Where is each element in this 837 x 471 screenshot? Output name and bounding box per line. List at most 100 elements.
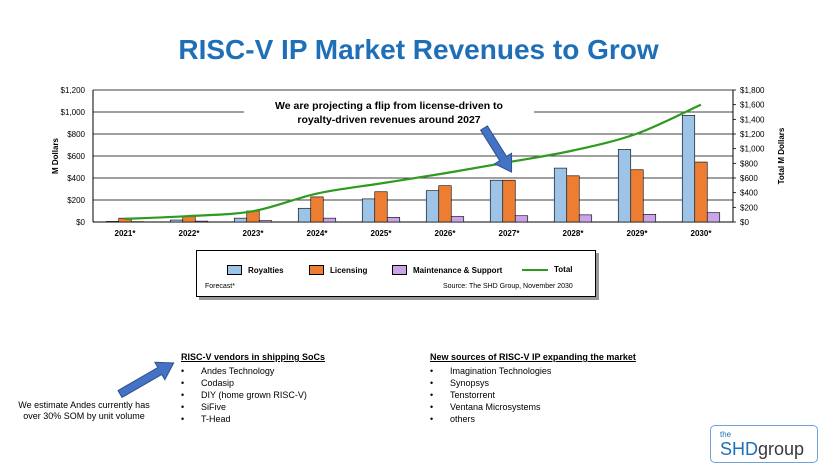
maintenance-swatch: [392, 265, 407, 275]
new-sources-title: New sources of RISC-V IP expanding the m…: [430, 352, 636, 362]
chart-ticks: $0 $200 $400 $600 $800 $1,000 $1,200 $0 $200 $400…: [51, 86, 786, 238]
chart-total-line: [124, 103, 702, 220]
arrow-icon: [479, 125, 513, 173]
annotation-box: [244, 96, 534, 128]
legend-maintenance: Maintenance & Support: [392, 265, 502, 275]
vendors-list: RISC-V vendors in shipping SoCs Andes Te…: [181, 352, 325, 425]
bar-maintenance-support: [258, 220, 273, 223]
y2-tick-label: $0: [740, 218, 749, 227]
legend-total-label: Total: [554, 265, 573, 274]
legend-royalties: Royalties: [227, 265, 284, 275]
list-item: others: [430, 413, 636, 425]
bar-royalties: [169, 219, 184, 223]
arrow-icon: [117, 361, 175, 399]
bar-maintenance-support: [642, 214, 657, 223]
andes-note-line-2: over 30% SOM by unit volume: [23, 411, 145, 421]
andes-note: We estimate Andes currently has over 30%…: [14, 400, 154, 422]
legend-licensing-label: Licensing: [330, 265, 368, 275]
list-item: Imagination Technologies: [430, 365, 636, 377]
y-tick-label: $800: [67, 130, 85, 139]
y2-tick-label: $1,000: [740, 145, 765, 154]
list-item: DIY (home grown RISC-V): [181, 389, 325, 401]
y2-tick-label: $1,200: [740, 130, 765, 139]
y2-axis-label: Total M Dollars: [777, 127, 786, 184]
list-item: Andes Technology: [181, 365, 325, 377]
x-tick-label: 2025*: [371, 229, 393, 238]
page-title: RISC-V IP Market Revenues to Grow: [178, 34, 659, 65]
bar-royalties: [361, 198, 376, 223]
legend-licensing: Licensing: [309, 265, 367, 275]
y-axis-label: M Dollars: [51, 137, 60, 174]
bar-licensing: [566, 175, 580, 223]
new-sources-list: New sources of RISC-V IP expanding the m…: [430, 352, 636, 425]
bar-royalties: [681, 115, 696, 223]
y2-tick-label: $600: [740, 174, 758, 183]
bar-licensing: [310, 196, 324, 223]
bar-maintenance-support: [322, 217, 337, 223]
y2-tick-label: $200: [740, 203, 758, 212]
y-tick-label: $400: [67, 174, 85, 183]
list-item: Synopsys: [430, 377, 636, 389]
bar-maintenance-support: [514, 215, 529, 223]
source-note: Source: The SHD Group, November 2030: [443, 283, 573, 290]
list-item: Ventana Microsystems: [430, 401, 636, 413]
list-item: T-Head: [181, 413, 325, 425]
logo-group: group: [758, 439, 805, 459]
bar-royalties: [425, 190, 440, 223]
y2-tick-label: $800: [740, 159, 758, 168]
y2-tick-label: $1,600: [740, 101, 765, 110]
y2-tick-label: $400: [740, 189, 758, 198]
legend-maintenance-label: Maintenance & Support: [413, 265, 503, 275]
total-line: [124, 103, 702, 220]
x-tick-label: 2029*: [627, 229, 649, 238]
x-tick-label: 2023*: [243, 229, 265, 238]
y-tick-label: $1,000: [61, 108, 86, 117]
forecast-note: Forecast*: [205, 283, 235, 290]
bar-royalties: [297, 207, 312, 223]
bar-royalties: [489, 179, 504, 223]
bar-licensing: [374, 191, 388, 223]
chart-axes: [92, 89, 736, 223]
x-tick-label: 2027*: [499, 229, 521, 238]
y-tick-label: $600: [67, 152, 85, 161]
logo-shd: SHD: [720, 439, 759, 459]
bar-maintenance-support: [194, 220, 209, 223]
bar-licensing: [694, 161, 708, 223]
y-tick-label: $200: [67, 196, 85, 205]
legend-total: Total: [522, 265, 573, 274]
annotation-arrow: [479, 125, 513, 173]
andes-note-line-1: We estimate Andes currently has: [18, 400, 150, 410]
x-tick-label: 2028*: [563, 229, 585, 238]
x-tick-label: 2030*: [691, 229, 713, 238]
x-tick-label: 2026*: [435, 229, 457, 238]
bar-royalties: [105, 221, 120, 223]
annotation-text: We are projecting a flip from license-dr…: [275, 100, 503, 112]
royalties-swatch: [227, 265, 242, 275]
bar-maintenance-support: [450, 216, 465, 223]
y2-tick-label: $1,800: [740, 86, 765, 95]
annotation-text: royalty-driven revenues around 2027: [297, 114, 480, 126]
total-line-swatch: [522, 268, 548, 271]
bar-licensing: [630, 169, 644, 223]
licensing-swatch: [309, 265, 324, 275]
list-item: SiFive: [181, 401, 325, 413]
list-item: Tenstorrent: [430, 389, 636, 401]
vendors-title: RISC-V vendors in shipping SoCs: [181, 352, 326, 362]
chart-bars: [105, 115, 721, 223]
shd-group-logo: the SHDgroup: [710, 425, 818, 463]
pointer-arrow: [117, 361, 175, 399]
logo-wordmark: SHDgroup: [720, 439, 804, 460]
bar-maintenance-support: [386, 217, 401, 223]
bar-royalties: [553, 167, 568, 223]
revenue-chart: $0 $200 $400 $600 $800 $1,000 $1,200 $0 $200 $400…: [51, 86, 786, 238]
logo-the: the: [720, 430, 732, 439]
list-item: Codasip: [181, 377, 325, 389]
y-tick-label: $0: [76, 218, 85, 227]
y-tick-label: $1,200: [61, 86, 86, 95]
y2-tick-label: $1,400: [740, 115, 765, 124]
x-tick-label: 2022*: [179, 229, 201, 238]
bar-royalties: [617, 149, 632, 223]
chart-annotation: We are projecting a flip from license-dr…: [244, 96, 534, 173]
legend-royalties-label: Royalties: [248, 265, 284, 275]
bar-maintenance-support: [578, 214, 593, 223]
